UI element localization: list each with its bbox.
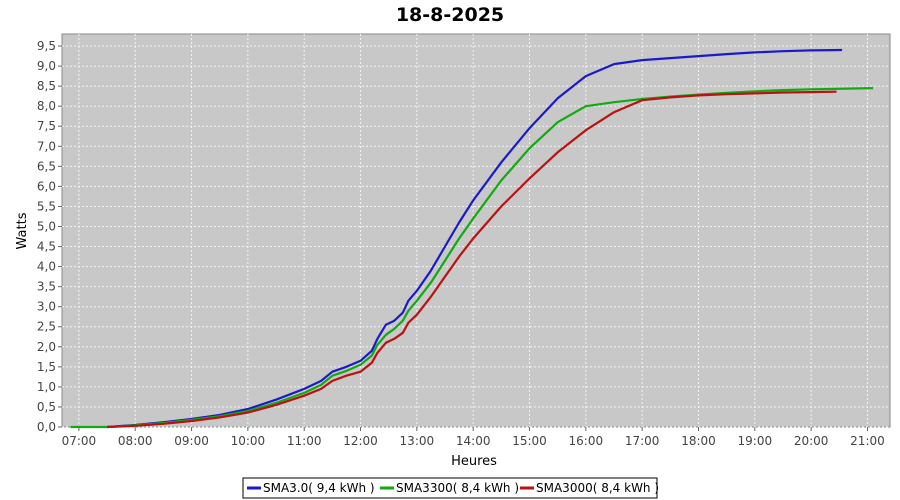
y-tick-label: 3,5 (37, 280, 56, 294)
y-axis-label: Watts (15, 212, 30, 249)
x-tick-label: 21:00 (850, 434, 885, 448)
x-tick-label: 09:00 (174, 434, 209, 448)
x-tick-label: 14:00 (456, 434, 491, 448)
y-tick-label: 8,0 (37, 99, 56, 113)
x-tick-label: 08:00 (118, 434, 153, 448)
y-axis-ticks: 0,0 0,5 1,0 1,5 2,0 2,5 3,0 3,5 4,0 4,5 5,0 5,5 6,0 6… (37, 39, 62, 434)
legend-label-0: SMA3.0( 9,4 kWh ) (263, 481, 375, 495)
x-tick-label: 11:00 (287, 434, 322, 448)
x-axis-label: Heures (451, 454, 497, 469)
x-axis-ticks: 07:00 08:00 09:00 10:00 11:00 12:00 13:00 14:00… (62, 427, 885, 448)
x-tick-label: 07:00 (62, 434, 97, 448)
x-tick-label: 19:00 (738, 434, 773, 448)
y-tick-label: 4,0 (37, 260, 56, 274)
x-tick-label: 15:00 (512, 434, 547, 448)
x-tick-label: 12:00 (343, 434, 378, 448)
y-tick-label: 3,0 (37, 300, 56, 314)
plot-area (61, 33, 891, 428)
y-tick-label: 2,0 (37, 340, 56, 354)
legend-label-1: SMA3300( 8,4 kWh ) (396, 481, 519, 495)
series-line-0 (107, 48, 843, 429)
x-tick-label: 20:00 (794, 434, 829, 448)
x-tick-label: 10:00 (231, 434, 266, 448)
legend: SMA3.0( 9,4 kWh ) SMA3300( 8,4 kWh ) SMA30… (242, 477, 659, 499)
y-tick-label: 6,5 (37, 159, 56, 173)
y-tick-label: 9,5 (37, 39, 56, 53)
x-tick-label: 18:00 (681, 434, 716, 448)
y-tick-label: 4,5 (37, 240, 56, 254)
y-tick-label: 7,0 (37, 139, 56, 153)
y-tick-label: 0,5 (37, 400, 56, 414)
series-line-2 (107, 90, 837, 429)
legend-box (242, 477, 658, 499)
y-tick-label: 5,0 (37, 219, 56, 233)
x-tick-label: 13:00 (400, 434, 435, 448)
y-tick-label: 1,5 (37, 360, 56, 374)
x-tick-label: 16:00 (569, 434, 604, 448)
y-tick-label: 9,0 (37, 59, 56, 73)
y-tick-label: 5,5 (37, 199, 56, 213)
y-tick-label: 0,0 (37, 420, 56, 434)
y-tick-label: 7,5 (37, 119, 56, 133)
y-tick-label: 8,5 (37, 79, 56, 93)
y-tick-label: 1,0 (37, 380, 56, 394)
grid (62, 34, 890, 428)
y-tick-label: 6,0 (37, 179, 56, 193)
chart-title: 18-8-2025 (396, 4, 504, 26)
legend-label-2: SMA3000( 8,4 kWh ) (536, 481, 659, 495)
y-tick-label: 2,5 (37, 320, 56, 334)
series-lines (70, 48, 874, 429)
x-tick-label: 17:00 (625, 434, 660, 448)
